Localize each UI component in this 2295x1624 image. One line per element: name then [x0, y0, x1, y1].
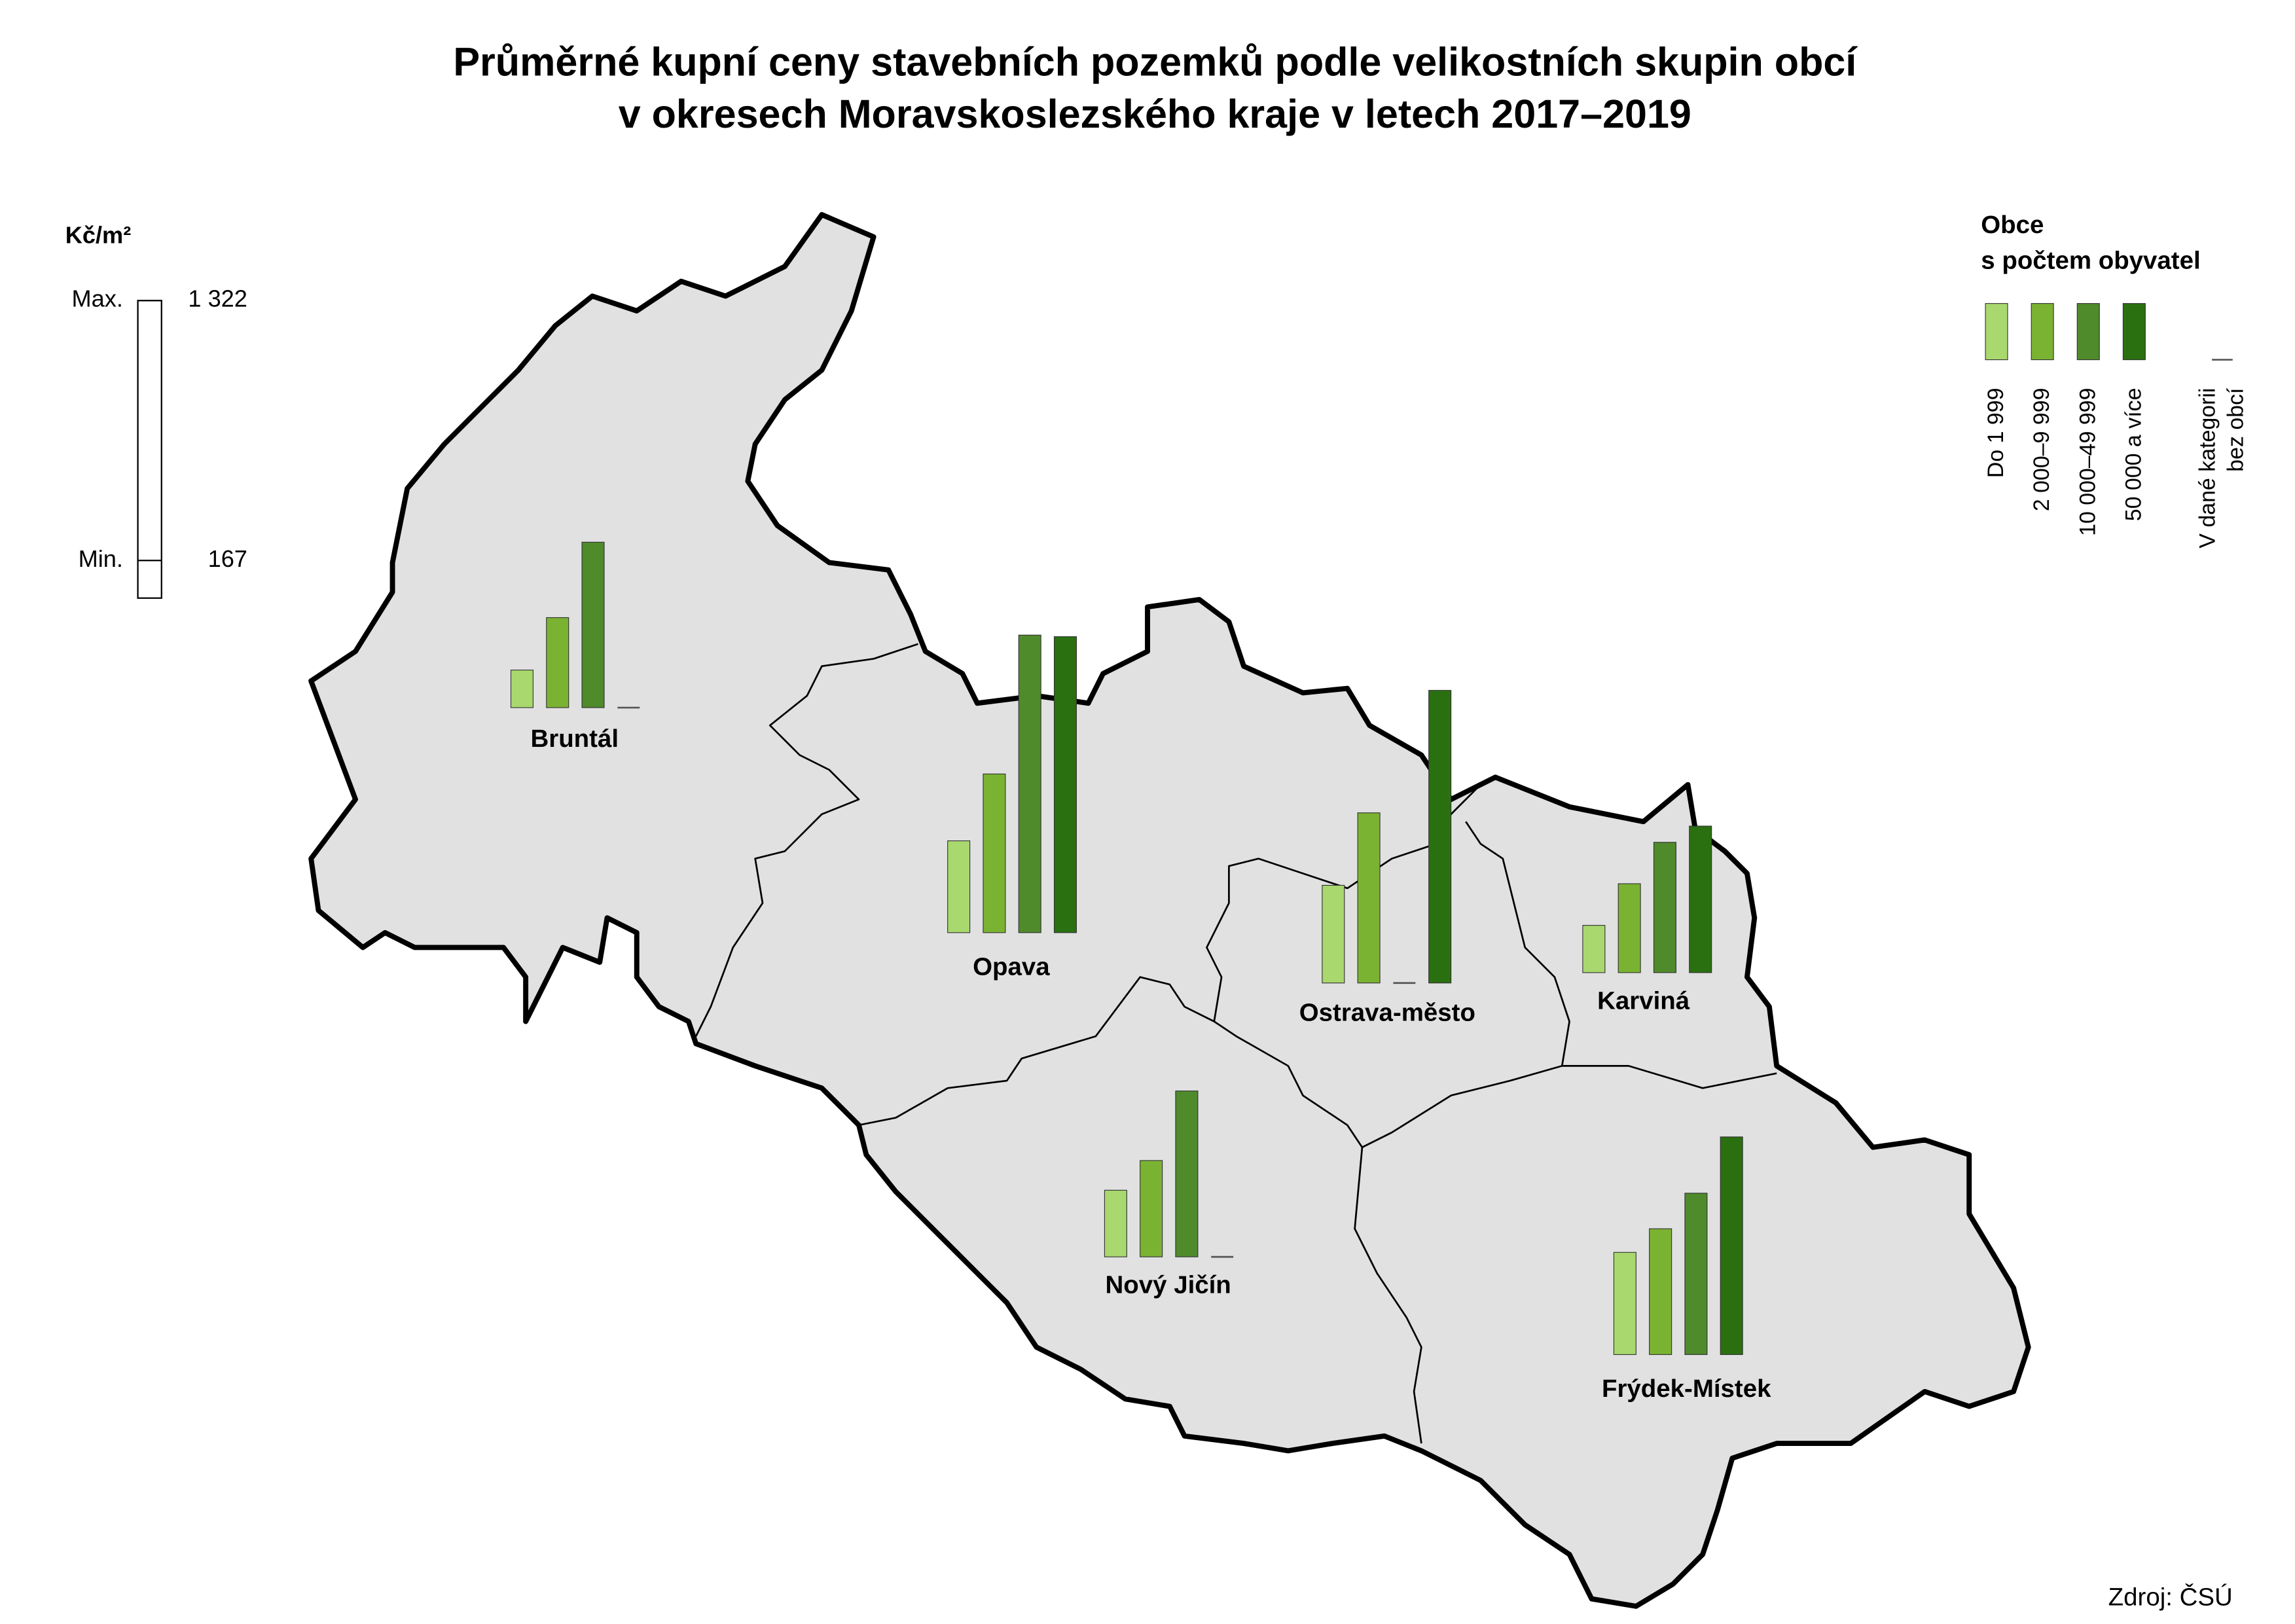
bar: [1018, 634, 1041, 933]
district-border: [1354, 1147, 1422, 1444]
bar: [1140, 1160, 1163, 1257]
legend-swatch: [2122, 303, 2146, 361]
district-border: [1465, 821, 1777, 1089]
bar: [546, 617, 569, 708]
legend-label: 10 000–49 999: [2075, 388, 2100, 536]
region-outline: [308, 211, 2031, 1609]
legend-null-label: V dané kategorii: [2196, 388, 2220, 549]
bar: [1649, 1228, 1672, 1355]
legend-label: 2 000–9 999: [2029, 388, 2054, 512]
district-label: Ostrava-město: [1299, 998, 1475, 1026]
bar: [1322, 884, 1345, 984]
legend-swatch: [2031, 303, 2054, 361]
legend-title: s počtem obyvatel: [1981, 246, 2200, 274]
bar: [983, 773, 1006, 933]
scale-tick-label: 1 322: [188, 285, 247, 312]
bar: [1428, 690, 1452, 984]
bar: [1053, 636, 1077, 933]
legend-label: 50 000 a více: [2121, 388, 2146, 522]
bar: [1689, 825, 1712, 973]
legend-swatch: [1985, 303, 2008, 361]
source: Zdroj: ČSÚ: [2108, 1583, 2233, 1612]
district-label: Karviná: [1597, 986, 1690, 1015]
bar: [947, 840, 971, 933]
legend-swatch: [2076, 303, 2100, 361]
bar: [1720, 1136, 1743, 1355]
chart-title: Průměrné kupní ceny stavebních pozemků p…: [453, 40, 1858, 84]
scale-box: [137, 299, 162, 599]
legend-null-label: bez obcí: [2224, 388, 2249, 472]
marks: Max. 1 322 Min. 167 Do 1 999 2 000–9 999 10 00…: [72, 285, 2249, 1403]
bar: [510, 670, 533, 708]
bar: [581, 541, 605, 708]
chart-title: v okresech Moravskoslezského kraje v let…: [619, 92, 1691, 136]
bar: [1175, 1091, 1199, 1257]
unit-label: Kč/m²: [65, 221, 131, 248]
bar: [1104, 1189, 1127, 1257]
bar: [1653, 842, 1676, 973]
legend-label: Do 1 999: [1983, 388, 2008, 478]
bar: [1617, 883, 1641, 973]
scale-tick-name: Max.: [72, 285, 123, 312]
legend-title: Obce: [1981, 211, 2044, 239]
scale-tick-name: Min.: [79, 545, 123, 572]
district-label: Frýdek-Místek: [1602, 1375, 1771, 1403]
bar: [1613, 1252, 1636, 1355]
district-label: Nový Jičín: [1106, 1271, 1231, 1299]
district-border: [1214, 1020, 1563, 1149]
scale-tick-label: 167: [208, 545, 247, 572]
bar: [1582, 925, 1606, 973]
bar: [1357, 812, 1381, 984]
district-border: [695, 643, 918, 1037]
bar: [1684, 1193, 1708, 1355]
district-label: Bruntál: [530, 725, 619, 753]
district-label: Opava: [973, 952, 1050, 981]
